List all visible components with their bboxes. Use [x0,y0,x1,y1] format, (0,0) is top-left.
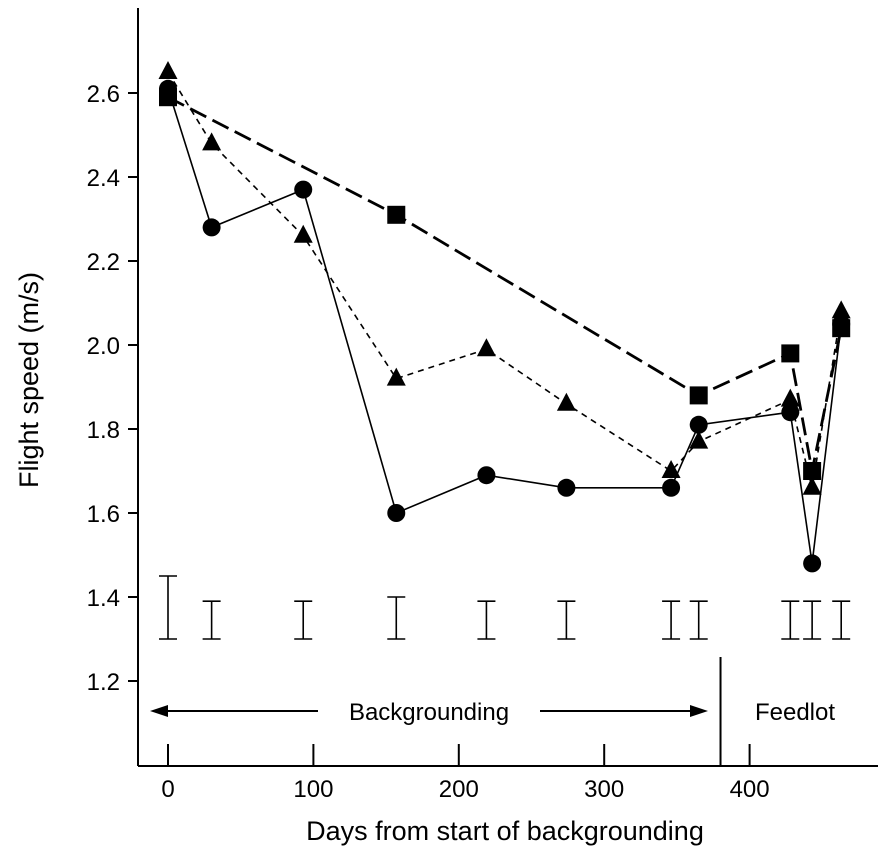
circle-point [689,415,708,434]
error-bar [477,600,496,640]
x-tick-label: 400 [730,776,770,803]
circle-point [477,466,496,485]
triangle-point [386,367,406,386]
square-point [803,462,822,480]
y-tick-label: 2.0 [87,333,120,360]
circle-point [781,403,800,422]
x-tick-label: 300 [584,776,624,803]
error-bar [803,600,822,640]
y-tick-label: 1.6 [87,501,120,528]
error-bar [557,600,576,640]
error-bars [159,575,851,640]
circle-point [294,180,313,199]
square-point [689,386,708,405]
arrow-left-head [150,705,168,717]
triangle-point [802,476,822,495]
square-point [781,344,800,363]
square-point [832,319,851,338]
y-tick-label: 1.8 [87,417,120,444]
triangle-point [158,61,178,79]
y-tick-label: 2.4 [87,165,120,192]
triangle-point [689,430,709,449]
y-tick-label: 1.4 [87,585,120,612]
y-tick-label: 2.6 [87,81,120,108]
backgrounding-label: Backgrounding [349,699,509,726]
x-axis-title: Days from start of backgrounding [306,816,704,846]
x-tick-label: 0 [161,776,174,803]
circle-point [557,478,576,497]
error-bar [689,600,708,640]
error-bar [781,600,800,640]
series-markers [158,61,851,573]
error-bar [202,600,221,640]
triangle-point [202,132,222,151]
triangle-point [831,300,851,319]
error-bar [294,600,313,640]
x-ticks: 0 100 200 300 400 [161,744,770,803]
circle-point [803,554,822,573]
series-line-square [167,95,843,472]
error-bar [662,600,681,640]
error-bar [832,600,851,640]
y-ticks: 1.2 1.4 1.6 1.8 2.0 2.2 2.4 2.6 [87,81,138,696]
axes [137,8,878,767]
y-tick-label: 1.2 [87,669,120,696]
phase-annotations: Backgrounding Feedlot [150,657,835,766]
y-axis-title: Flight speed (m/s) [14,272,44,488]
arrow-right-head [690,705,708,717]
triangle-point [780,388,800,407]
backgrounding-arrow [150,705,708,717]
feedlot-label: Feedlot [755,699,835,726]
error-bar [387,596,406,640]
triangle-point [556,392,576,411]
square-point [159,88,177,107]
circle-point [202,218,221,237]
x-tick-label: 200 [439,776,479,803]
triangle-point [661,460,681,478]
square-point [387,205,406,224]
series-lines [167,71,843,564]
circle-point [387,504,406,522]
y-tick-label: 2.2 [87,249,120,276]
series-line-circle [167,88,842,564]
error-bar [159,575,177,640]
circle-point [662,478,681,497]
triangle-point [476,338,496,357]
x-tick-label: 100 [293,776,333,803]
triangle-point [293,224,313,243]
